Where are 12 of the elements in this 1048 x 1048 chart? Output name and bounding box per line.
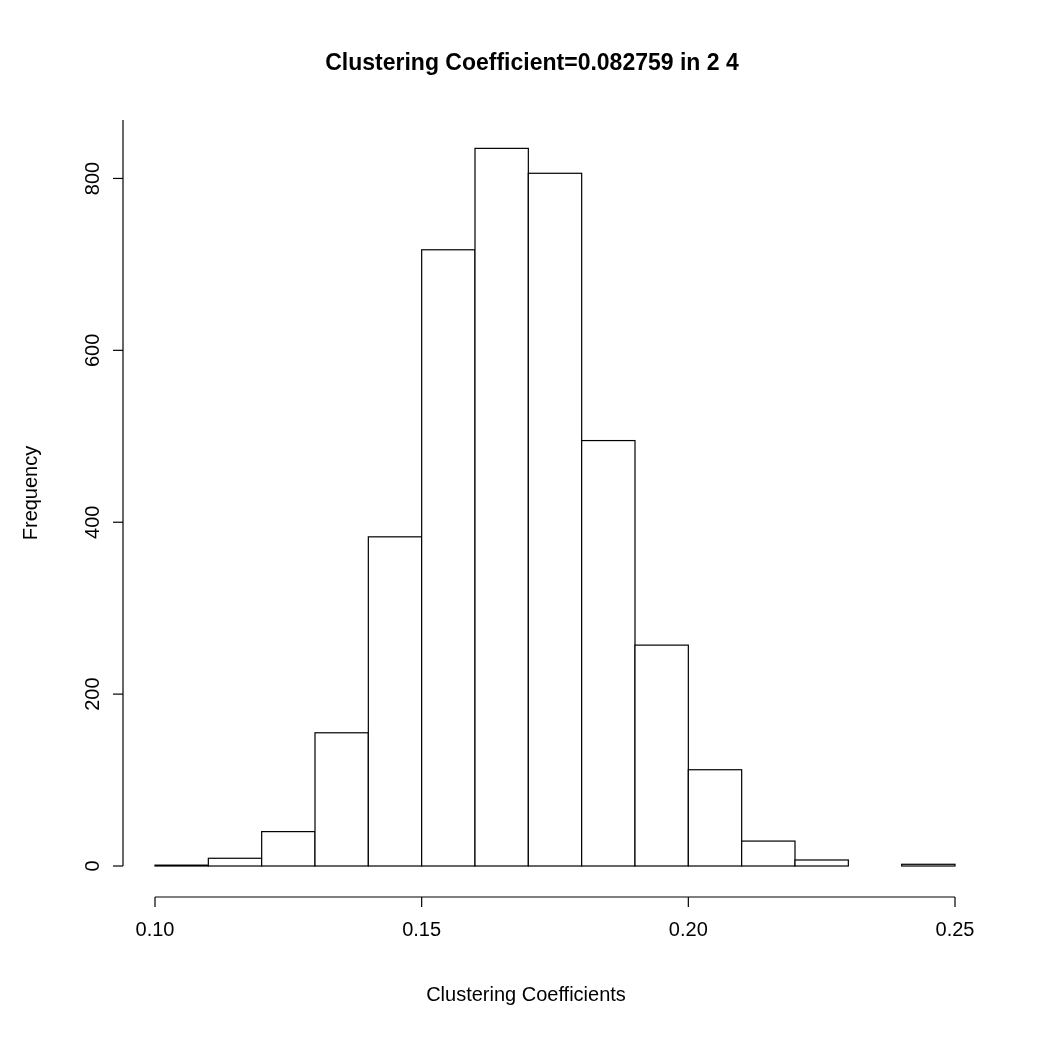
chart-title: Clustering Coefficient=0.082759 in 2 4 [325,49,739,75]
x-tick-label: 0.10 [135,918,175,940]
x-tick-label: 0.15 [402,918,442,940]
x-axis-title: Clustering Coefficients [426,983,626,1005]
y-axis-title: Frequency [19,445,41,541]
y-tick-label: 200 [81,677,103,711]
y-tick-label: 600 [81,333,103,368]
y-tick-label: 400 [81,505,103,539]
y-tick-label: 0 [81,860,103,872]
y-tick-label: 800 [81,161,103,196]
x-tick-label: 0.20 [668,918,708,940]
x-tick-label: 0.25 [935,918,975,940]
